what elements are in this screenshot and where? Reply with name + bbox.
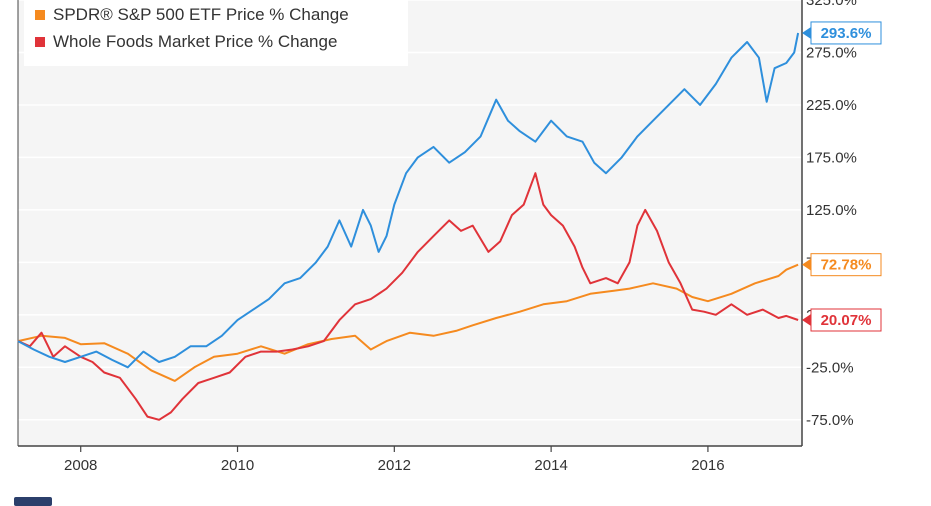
end-label-pointer: [802, 258, 811, 271]
y-tick-label: 125.0%: [806, 202, 857, 219]
series-line: [17, 263, 799, 382]
x-tick-label: 2014: [534, 457, 567, 474]
y-tick-label: 225.0%: [806, 97, 857, 114]
y-tick-label: 175.0%: [806, 149, 857, 166]
legend: SPDR® S&P 500 ETF Price % Change Whole Fo…: [24, 0, 408, 66]
legend-label: Whole Foods Market Price % Change: [53, 32, 337, 51]
series-line: [17, 172, 799, 421]
x-tick-label: 2010: [221, 457, 254, 474]
legend-label: SPDR® S&P 500 ETF Price % Change: [53, 5, 349, 24]
end-labels: 72.78% 20.07% 293.6%: [802, 21, 882, 332]
end-label-badge: 72.78%: [802, 253, 882, 277]
y-tick-label: 325.0%: [806, 0, 857, 9]
end-label-text: 293.6%: [821, 25, 872, 42]
end-label-badge: 20.07%: [802, 308, 882, 332]
end-label-text: 72.78%: [821, 257, 872, 274]
series-line: [17, 32, 800, 369]
x-tick-label: 2008: [64, 457, 97, 474]
legend-box: [24, 0, 408, 66]
x-axis: 2008 2010 2012 2014 2016: [18, 445, 802, 474]
ycharts-logo: [14, 497, 52, 506]
legend-item: SPDR® S&P 500 ETF Price % Change: [35, 5, 349, 24]
y-tick-label: -25.0%: [806, 359, 854, 376]
grid: [18, 0, 802, 421]
x-tick-label: 2012: [378, 457, 411, 474]
series-lines: [17, 32, 800, 421]
legend-item: Whole Foods Market Price % Change: [35, 32, 337, 51]
end-label-pointer: [802, 26, 811, 39]
legend-swatch: [35, 37, 45, 47]
y-tick-label: 275.0%: [806, 44, 857, 61]
end-label-text: 20.07%: [821, 312, 872, 329]
y-tick-label: -75.0%: [806, 412, 854, 429]
legend-swatch: [35, 10, 45, 20]
end-label-badge: 293.6%: [802, 21, 882, 45]
end-label-pointer: [802, 313, 811, 326]
plot-background: [18, 0, 802, 446]
x-tick-label: 2016: [691, 457, 724, 474]
